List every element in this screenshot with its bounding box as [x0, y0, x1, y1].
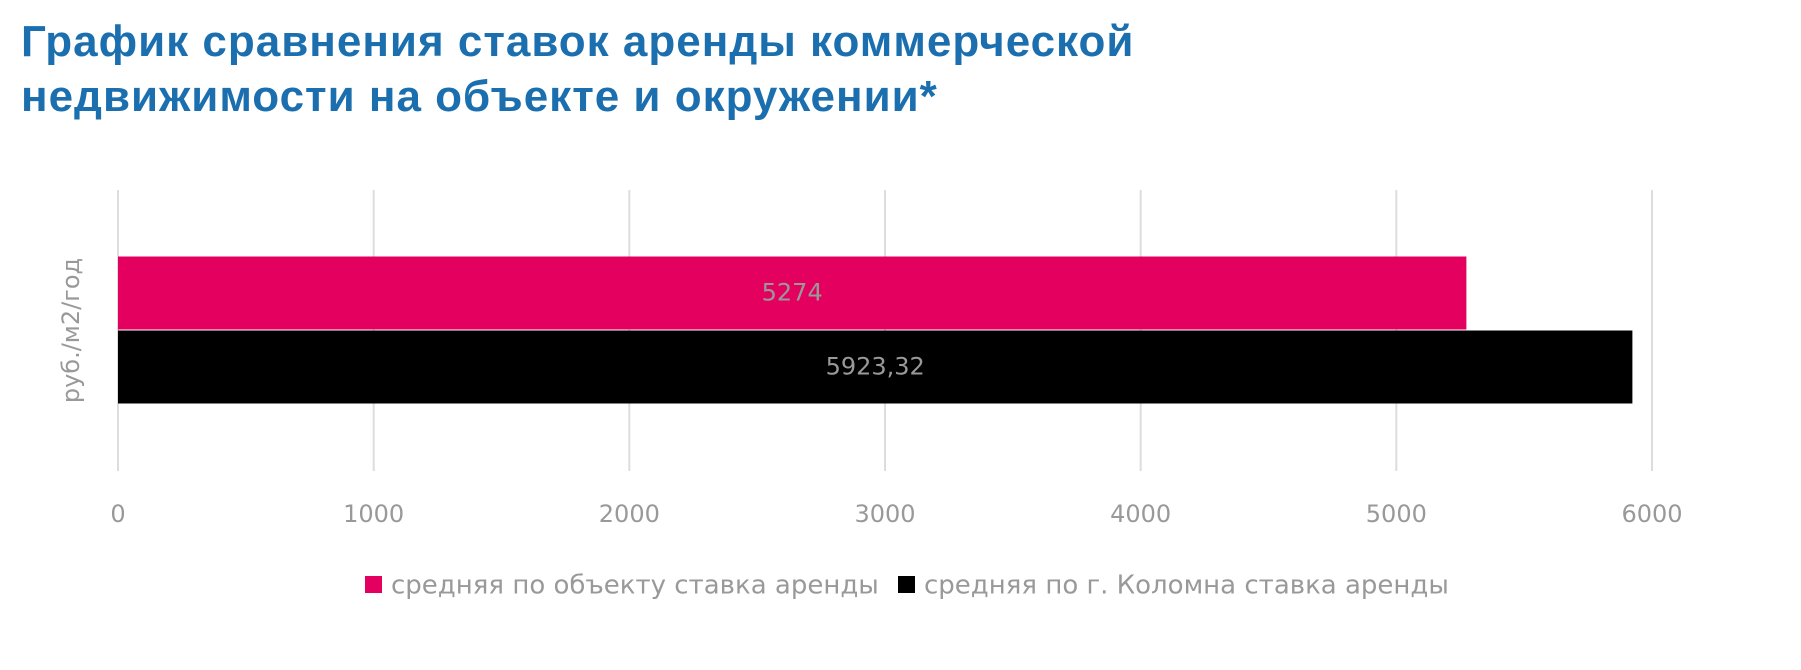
legend-label: средняя по объекту ставка аренды [391, 571, 879, 601]
data-label: 5274 [762, 279, 823, 307]
data-label: 5923,32 [826, 353, 925, 381]
legend-swatch [365, 576, 382, 593]
bar [118, 256, 1467, 330]
x-tick-label: 0 [110, 500, 125, 528]
x-tick-label: 1000 [343, 500, 404, 528]
x-tick-label: 5000 [1366, 500, 1427, 528]
x-tick-label: 2000 [599, 500, 660, 528]
legend-label: средняя по г. Коломна ставка аренды [924, 571, 1449, 601]
bar [118, 330, 1633, 404]
x-tick-label: 6000 [1621, 500, 1682, 528]
y-tick-label: руб./м2/год [57, 258, 85, 403]
x-tick-label: 4000 [1110, 500, 1171, 528]
x-tick-label: 3000 [854, 500, 915, 528]
legend-swatch [898, 576, 915, 593]
chart-title: График сравнения ставок аренды коммерчес… [21, 17, 1135, 121]
